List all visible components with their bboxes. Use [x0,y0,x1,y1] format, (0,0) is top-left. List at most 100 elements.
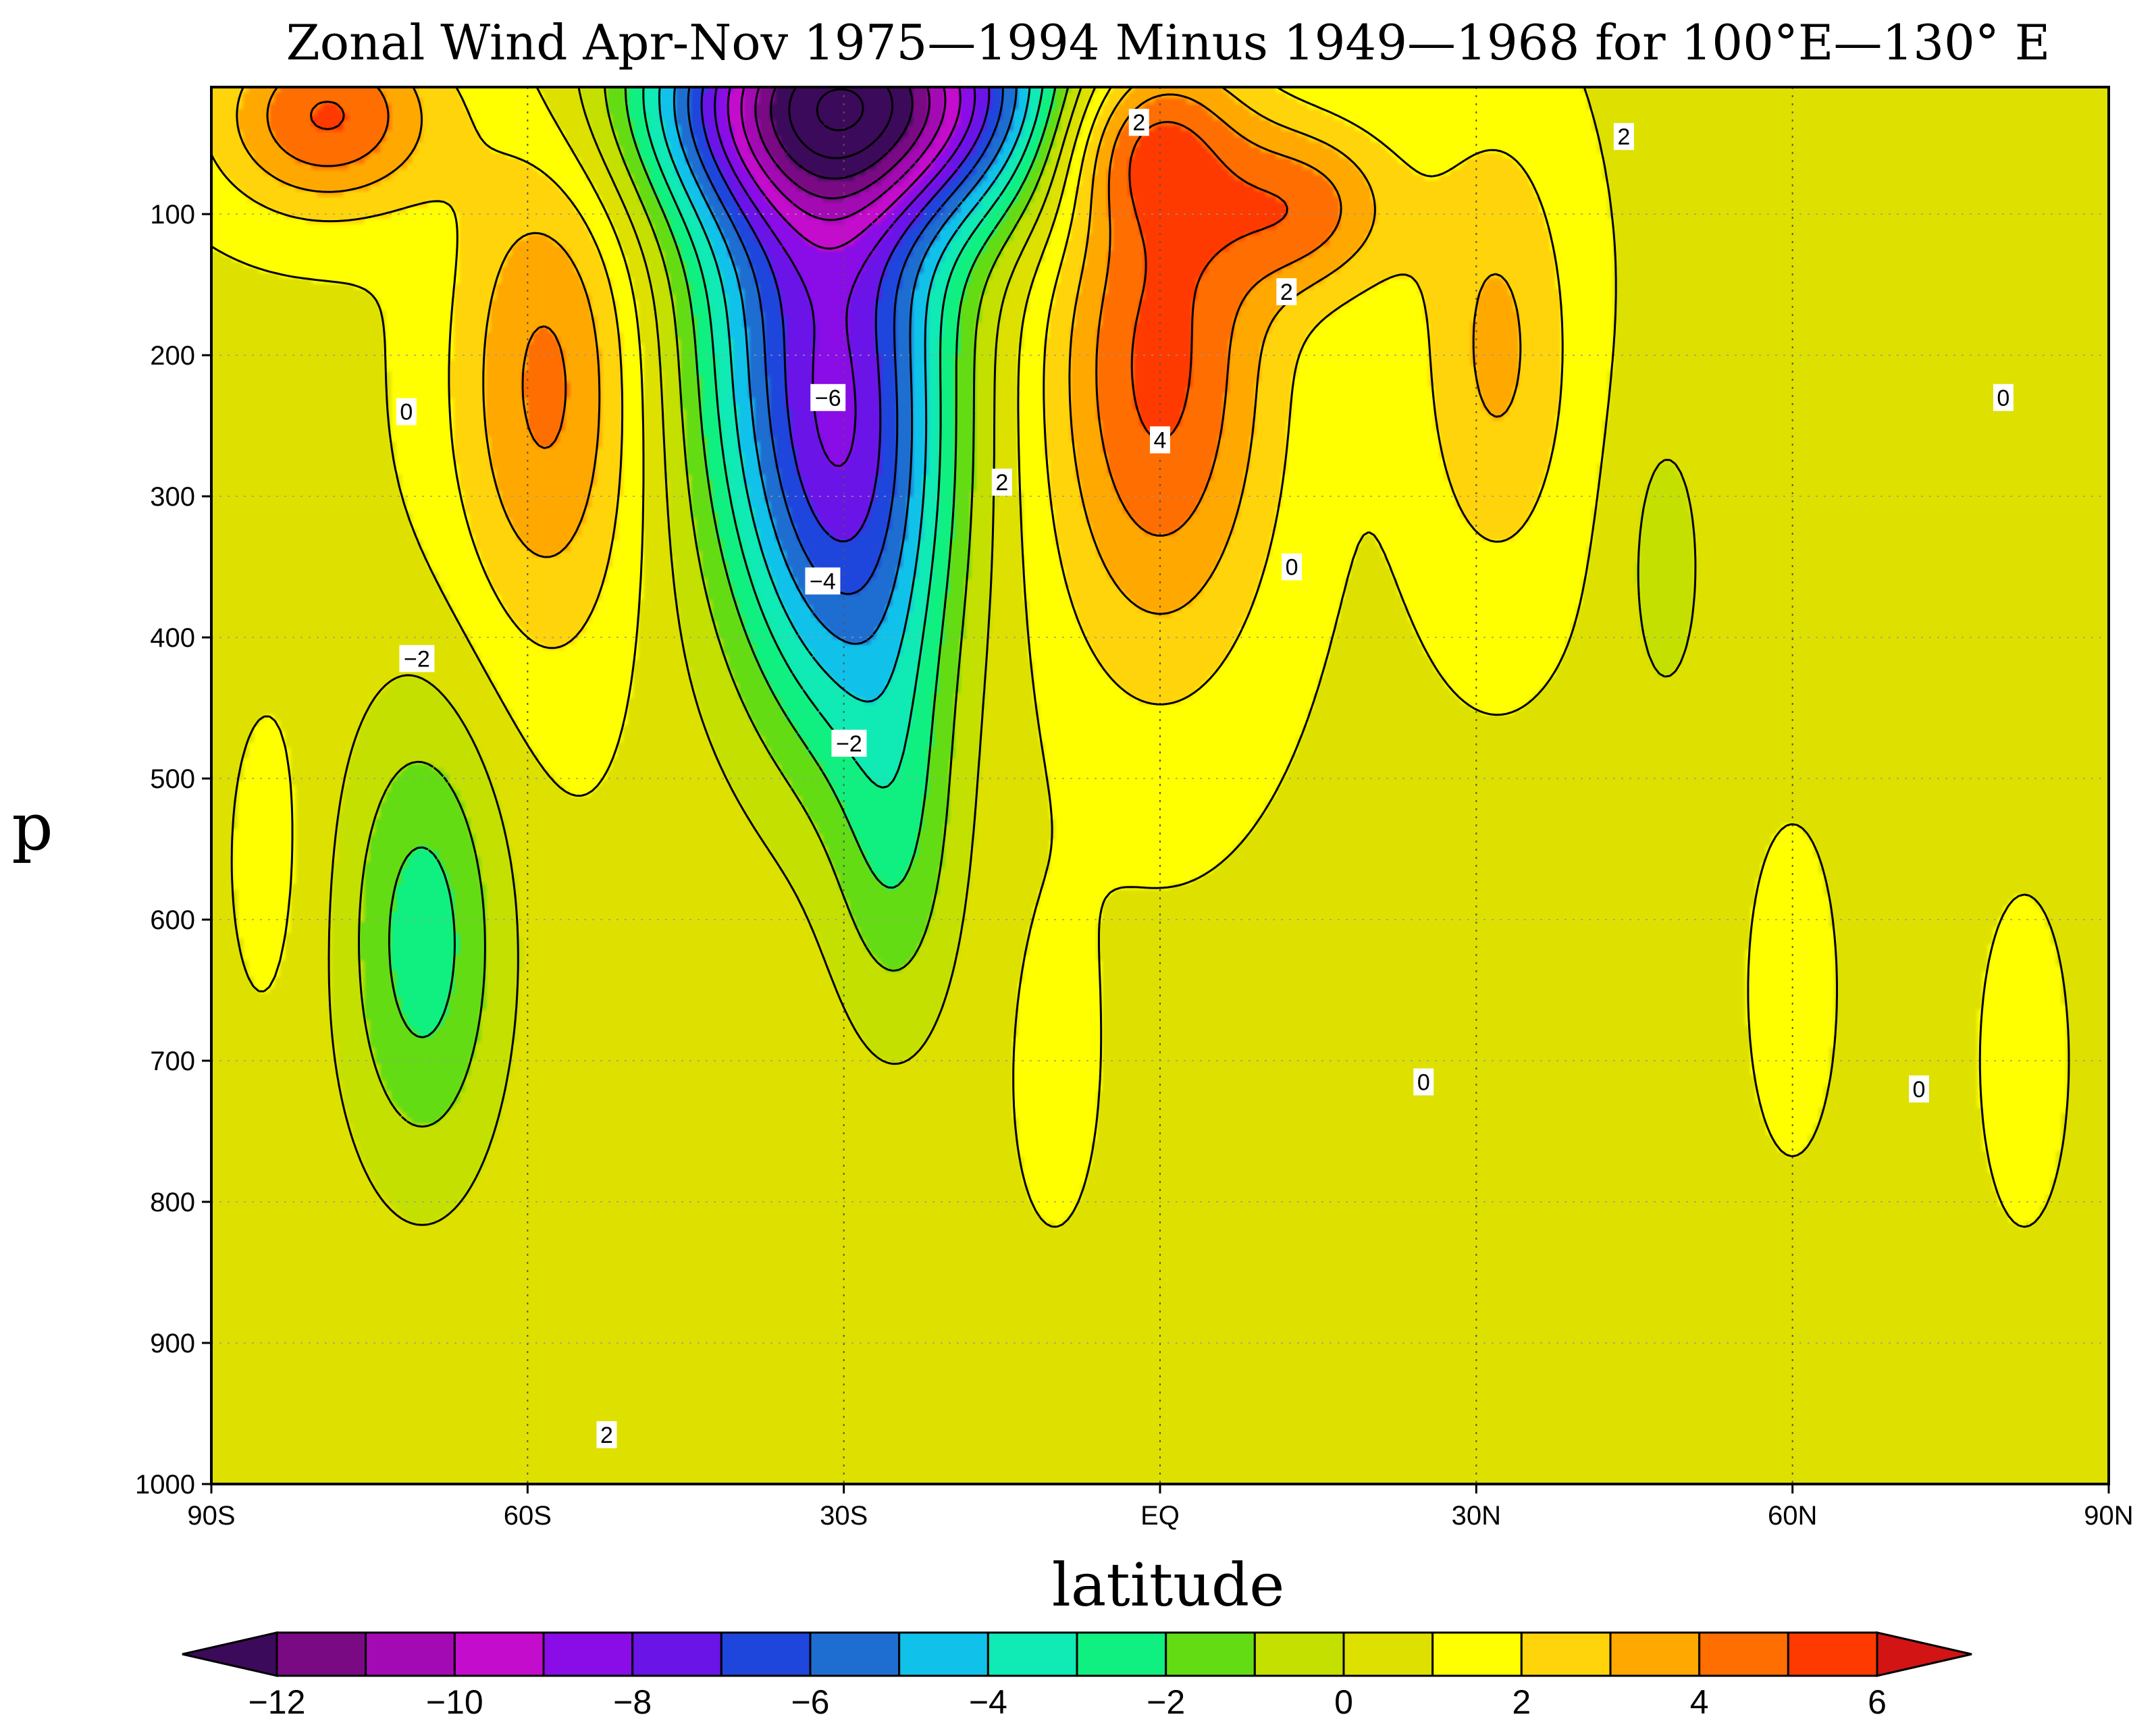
contour-label-box [1909,1075,1929,1103]
colorbar-tick-label: −10 [426,1683,483,1719]
contour-line [816,88,864,132]
contour-line [309,101,1288,441]
colorbar-segment [1787,1631,1878,1677]
contour-label: 0 [1286,555,1298,581]
y-tick-label: 600 [150,905,195,935]
contour-label-box [596,1421,617,1448]
colorbar-segment [365,1631,456,1677]
colorbar-tick-label: 4 [1690,1683,1709,1719]
contour-line [770,87,914,180]
colorbar-tick-label: 2 [1512,1683,1531,1719]
contour-label: −2 [836,731,862,757]
colorbar-segment [1165,1631,1256,1677]
contour-label: −6 [815,386,841,411]
contour-label-box [1993,384,2014,411]
colorbar-tick-label: 6 [1868,1683,1887,1719]
y-tick-label: 900 [150,1329,195,1358]
contour-line [327,87,1697,1226]
contour-line [658,87,1031,703]
contour-label-box [1282,553,1303,581]
colorbar-segment [1076,1631,1167,1677]
colorbar-segment [809,1631,901,1677]
colorbar-segment [987,1631,1078,1677]
contour-label-box [991,469,1012,496]
colorbar-segment [1698,1631,1789,1677]
contour-line [642,87,1044,789]
contour-line [687,87,1004,596]
colorbar-segment [542,1631,634,1677]
contour-label: 2 [600,1423,613,1448]
x-tick-label: 60S [504,1501,552,1531]
contour-line [727,87,962,250]
contour-line [211,87,2070,1228]
colorbar-tick-label: −4 [969,1683,1007,1719]
colorbar-segment [720,1631,812,1677]
x-tick-label: 30S [820,1501,868,1531]
y-axis-label: p [11,789,53,865]
colorbar-tick-label: −6 [791,1683,829,1719]
y-axis: 100 200 300 400 500 600 700 800 900 1000 [135,200,211,1500]
contour-label: 2 [1280,280,1293,305]
x-tick-label: 90N [2084,1501,2133,1531]
contour-line [754,87,931,200]
contour-line [388,87,1057,1038]
contour-label-box [1276,278,1297,306]
colorbar-max-arrow [1876,1631,1972,1677]
colorbar-segment [453,1631,545,1677]
y-tick-label: 700 [150,1047,195,1076]
colorbar-tick-label: −8 [613,1683,652,1719]
x-tick-label: 60N [1768,1501,1817,1531]
x-axis-label: latitude [1052,1550,1285,1620]
contour-line [266,87,1342,537]
colorbar-tick-label: −12 [248,1683,306,1719]
contour-label-box [810,384,846,411]
contour-label-box [1413,1068,1434,1096]
contour-label: 0 [1997,386,2009,411]
y-tick-label: 800 [150,1188,195,1217]
contour-line [211,87,1564,706]
y-tick-label: 100 [150,200,195,230]
colorbar-tick-label: 0 [1334,1683,1353,1719]
contour-label: 4 [1154,427,1167,453]
colorbar-tick-label: −2 [1147,1683,1185,1719]
contour-label-box [1613,123,1634,151]
contour-line [700,87,991,543]
contour-label-box [805,567,841,595]
colorbar-segment [1342,1631,1434,1677]
contour-label-box [1128,109,1149,136]
contour-label: 0 [1913,1077,1926,1103]
contour-label-box [831,729,867,757]
y-tick-label: 500 [150,764,195,794]
contour-lines [211,87,2070,1228]
colorbar-segment [1431,1631,1523,1677]
contour-label-box [396,398,417,425]
x-tick-label: 30N [1452,1501,1501,1531]
contour-label: −4 [810,568,836,594]
contour-line [673,87,1018,645]
contour-label: 2 [1132,110,1145,136]
contour-label-box [399,645,435,672]
contour-line [788,87,894,159]
x-axis: 90S 60S 30S EQ 30N 60N 90N [187,1484,2134,1531]
contour-line [358,87,1070,1128]
x-tick-label: 90S [187,1501,235,1531]
contour-label: −2 [404,646,430,672]
y-tick-label: 1000 [135,1470,195,1500]
colorbar-segment [275,1631,367,1677]
colorbar-segment [1520,1631,1612,1677]
y-tick-label: 200 [150,341,195,371]
contour-line [714,87,976,467]
colorbar-segment [898,1631,989,1677]
contour-label-box [1150,426,1170,454]
chart-title: Zonal Wind Apr-Nov 1975—1994 Minus 1949—… [286,14,2051,71]
contour-label: 0 [400,400,413,425]
grid-lines [211,87,2109,1484]
contour-label: 2 [995,470,1008,496]
contour-label: 2 [1617,124,1630,150]
colorbar-segment [1253,1631,1345,1677]
colorbar-segment [1609,1631,1701,1677]
y-tick-label: 300 [150,482,195,512]
contour-label: 0 [1417,1069,1430,1095]
plot-area: 2 2 2 0 −6 −4 −2 −2 4 2 0 0 0 0 2 [210,86,2110,1485]
